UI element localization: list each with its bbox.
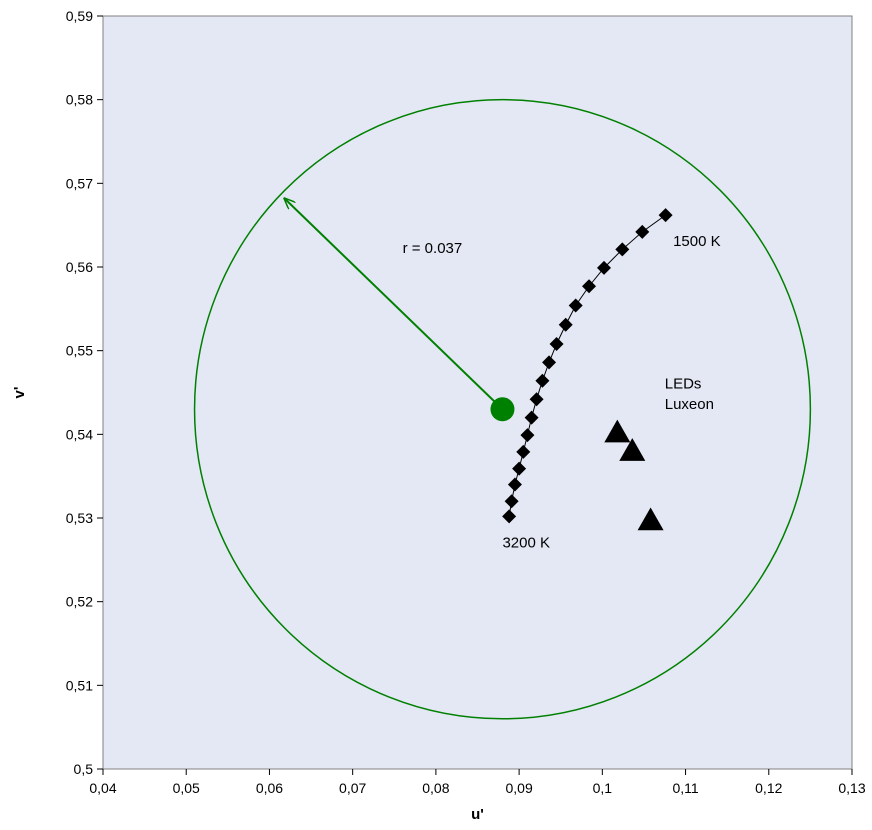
y-tick-label: 0,55 bbox=[66, 343, 93, 359]
data-point-diamond bbox=[615, 242, 630, 257]
x-tick-label: 0,08 bbox=[422, 780, 449, 796]
annotation: 3200 K bbox=[502, 534, 550, 551]
y-tick-label: 0,52 bbox=[66, 594, 93, 610]
data-point-diamond bbox=[558, 317, 573, 332]
data-point-triangle bbox=[604, 419, 631, 443]
y-axis-title: v' bbox=[11, 387, 28, 399]
x-tick-label: 0,05 bbox=[173, 780, 200, 796]
data-point-diamond bbox=[658, 208, 673, 223]
data-point-diamond bbox=[582, 279, 597, 294]
y-tick-label: 0,59 bbox=[66, 8, 93, 24]
annotation: 1500 K bbox=[673, 233, 721, 250]
radius-arrow bbox=[284, 198, 504, 410]
data-point-diamond bbox=[529, 392, 544, 407]
data-point-diamond bbox=[568, 298, 583, 313]
axes: 0,04 0,05 0,06 0,07 0,08 0,09 0,1 0,11 0,12 0,13 0… bbox=[66, 8, 866, 796]
data-point-diamond bbox=[507, 477, 522, 492]
data-point-diamond bbox=[635, 224, 650, 239]
x-tick-label: 0,1 bbox=[593, 780, 613, 796]
data-point-diamond bbox=[596, 260, 611, 275]
data-point-diamond bbox=[502, 509, 517, 524]
radius-circle bbox=[193, 98, 812, 720]
plot-frame bbox=[102, 15, 853, 770]
x-tick-label: 0,07 bbox=[339, 780, 366, 796]
x-tick-label: 0,13 bbox=[838, 780, 865, 796]
data-point-diamond bbox=[524, 410, 539, 425]
x-tick-label: 0,11 bbox=[672, 780, 698, 796]
data-point-diamond bbox=[549, 336, 564, 351]
y-tick-label: 0,5 bbox=[74, 761, 94, 777]
plot-contents: r = 0.037 1500 K 3200 K LEDs Luxeon bbox=[193, 98, 812, 720]
y-tick-label: 0,51 bbox=[66, 677, 93, 693]
data-point-diamond bbox=[512, 461, 527, 476]
y-tick-label: 0,57 bbox=[66, 175, 93, 191]
data-point-diamond bbox=[516, 444, 531, 459]
annotation: LEDs bbox=[665, 375, 702, 392]
data-point-diamond bbox=[504, 494, 519, 509]
series-diamond bbox=[502, 208, 673, 524]
data-point-diamond bbox=[520, 428, 535, 443]
x-tick-label: 0,06 bbox=[256, 780, 283, 796]
x-axis-title: u' bbox=[471, 806, 484, 823]
data-point-diamond bbox=[542, 355, 557, 370]
y-tick-label: 0,54 bbox=[66, 426, 93, 442]
annotation: r = 0.037 bbox=[403, 240, 463, 257]
y-tick-label: 0,53 bbox=[66, 510, 93, 526]
x-tick-label: 0,09 bbox=[505, 780, 532, 796]
x-tick-label: 0,12 bbox=[755, 780, 782, 796]
data-point-circle bbox=[490, 397, 515, 422]
x-tick-label: 0,04 bbox=[89, 780, 116, 796]
annotation: Luxeon bbox=[665, 396, 714, 413]
series-triangle bbox=[604, 419, 664, 531]
data-point-triangle bbox=[619, 438, 646, 461]
plot-area bbox=[103, 16, 852, 769]
y-tick-label: 0,56 bbox=[66, 259, 93, 275]
data-point-triangle bbox=[637, 507, 664, 531]
y-tick-label: 0,58 bbox=[66, 92, 93, 108]
series-circle bbox=[490, 397, 515, 422]
data-point-diamond bbox=[535, 373, 550, 388]
